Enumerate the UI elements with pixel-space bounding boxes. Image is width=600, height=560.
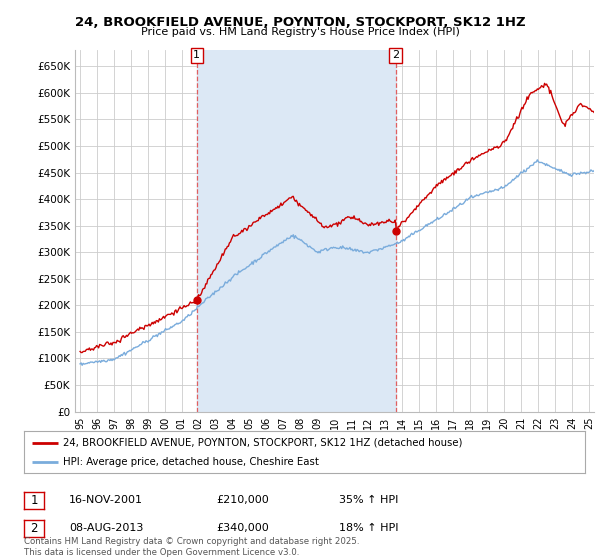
Text: 2: 2 (392, 50, 399, 60)
Text: £210,000: £210,000 (216, 494, 269, 505)
Text: Price paid vs. HM Land Registry's House Price Index (HPI): Price paid vs. HM Land Registry's House … (140, 27, 460, 37)
Text: HPI: Average price, detached house, Cheshire East: HPI: Average price, detached house, Ches… (63, 457, 319, 467)
Text: £340,000: £340,000 (216, 522, 269, 533)
Text: 24, BROOKFIELD AVENUE, POYNTON, STOCKPORT, SK12 1HZ (detached house): 24, BROOKFIELD AVENUE, POYNTON, STOCKPOR… (63, 437, 463, 447)
Bar (197, 50, 395, 412)
Text: 1: 1 (193, 50, 200, 60)
Text: Contains HM Land Registry data © Crown copyright and database right 2025.
This d: Contains HM Land Registry data © Crown c… (24, 537, 359, 557)
Text: 1: 1 (31, 494, 38, 507)
Text: 08-AUG-2013: 08-AUG-2013 (69, 522, 143, 533)
Text: 16-NOV-2001: 16-NOV-2001 (69, 494, 143, 505)
Text: 18% ↑ HPI: 18% ↑ HPI (339, 522, 398, 533)
Text: 35% ↑ HPI: 35% ↑ HPI (339, 494, 398, 505)
Text: 2: 2 (31, 522, 38, 535)
Text: 24, BROOKFIELD AVENUE, POYNTON, STOCKPORT, SK12 1HZ: 24, BROOKFIELD AVENUE, POYNTON, STOCKPOR… (74, 16, 526, 29)
